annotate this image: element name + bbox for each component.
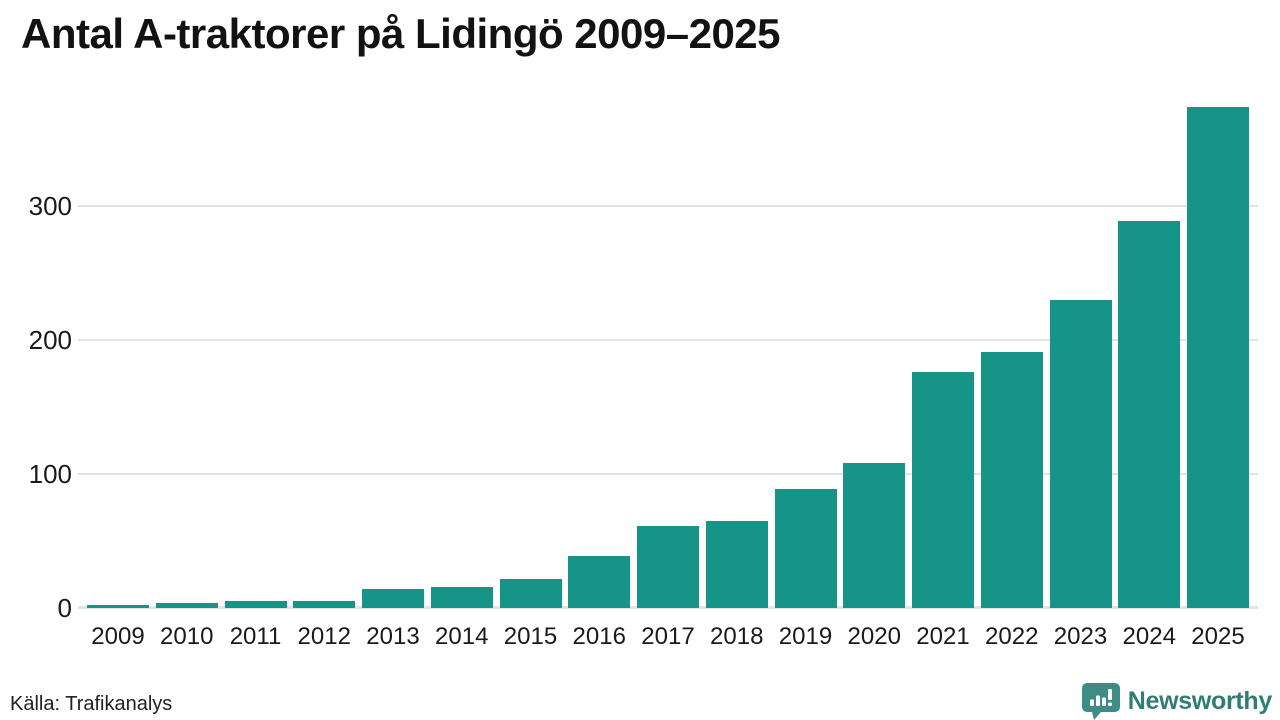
- bar-2025: [1187, 107, 1249, 608]
- x-axis-tick-label: 2016: [572, 623, 626, 650]
- bar-2012: [293, 601, 356, 608]
- x-axis-tick-label: 2015: [503, 623, 558, 650]
- bar-2018: [705, 520, 768, 608]
- x-axis-tick-label: 2018: [710, 623, 764, 650]
- gridline-300: [78, 205, 1258, 208]
- y-axis-tick-label: 0: [57, 593, 72, 623]
- bar-2013: [362, 589, 424, 608]
- x-axis-tick-label: 2020: [847, 623, 901, 650]
- bar-2020: [843, 463, 906, 608]
- newsworthy-logo-text: Newsworthy: [1127, 687, 1273, 715]
- x-axis-tick-label: 2021: [916, 623, 970, 650]
- x-axis-tick-label: 2013: [366, 623, 420, 650]
- plot-area: 0 100 200 300 2009 2010 2011 2012 2013 2014 2015 20…: [29, 99, 1258, 650]
- y-axis-tick-label: 200: [28, 325, 72, 356]
- bar-2021: [912, 372, 974, 608]
- bar-2011: [224, 601, 287, 608]
- x-axis-tick-label: 2009: [91, 623, 145, 650]
- source-note: Källa: Trafikanalys: [10, 693, 173, 715]
- x-axis-tick-label: 2014: [435, 623, 489, 650]
- newsworthy-branding: Newsworthy: [1081, 682, 1273, 720]
- bar-2010: [155, 602, 218, 608]
- x-axis-tick-label: 2025: [1191, 623, 1245, 650]
- x-axis-tick-label: 2017: [641, 623, 695, 650]
- bar-2017: [637, 526, 699, 608]
- y-axis-tick-label: 300: [28, 191, 72, 222]
- x-axis-tick-label: 2024: [1122, 623, 1176, 650]
- y-axis-tick-label: 100: [28, 459, 72, 490]
- newsworthy-logo-icon: [1081, 682, 1120, 720]
- bar-2022: [980, 352, 1043, 608]
- bar-2019: [774, 488, 837, 608]
- bar-2014: [430, 586, 493, 608]
- x-axis-tick-label: 2010: [160, 623, 214, 650]
- x-axis-tick-label: 2022: [985, 623, 1039, 650]
- gridline-200: [78, 339, 1258, 342]
- x-axis-tick-label: 2019: [778, 623, 833, 650]
- x-axis-tick-label: 2023: [1053, 623, 1108, 650]
- bar-2023: [1049, 299, 1112, 608]
- bar-2015: [499, 578, 562, 608]
- bar-2016: [568, 555, 631, 608]
- bar-2009: [87, 605, 149, 608]
- chart-title: Antal A-traktorer på Lidingö 2009–2025: [21, 10, 781, 57]
- bar-2024: [1118, 220, 1181, 608]
- x-axis-tick-label: 2011: [229, 623, 282, 650]
- x-axis-tick-label: 2012: [297, 623, 351, 650]
- gridline-100: [78, 473, 1258, 476]
